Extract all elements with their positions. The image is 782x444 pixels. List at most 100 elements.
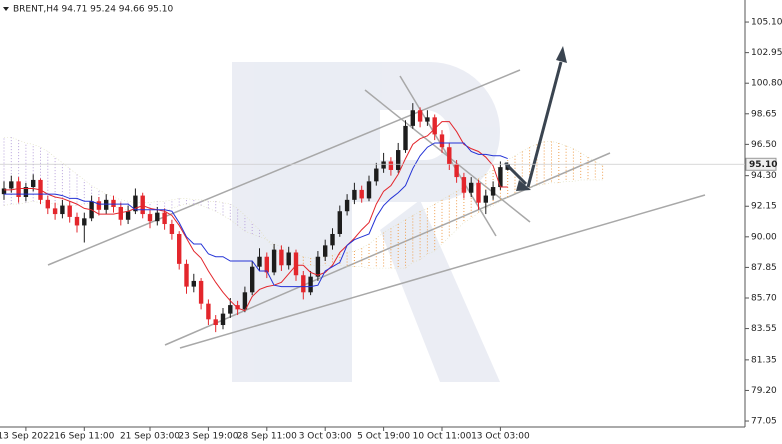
- candle-body: [177, 233, 182, 264]
- candle-body: [228, 305, 233, 314]
- candle-body: [16, 181, 21, 198]
- arrow-head: [516, 180, 531, 191]
- y-tick-label: 79.20: [751, 386, 777, 396]
- candle-body: [439, 134, 445, 148]
- candle-body: [82, 218, 87, 226]
- candle-body: [140, 195, 145, 215]
- x-tick-label: 28 Sep 11:00: [237, 432, 297, 442]
- x-tick-label: 23 Sep 19:00: [178, 432, 238, 442]
- candle-body: [396, 150, 401, 170]
- candle-body: [469, 182, 474, 193]
- menu-triangle[interactable]: [3, 7, 9, 11]
- candle-body: [45, 199, 50, 209]
- x-tick-label: 10 Oct 11:00: [413, 432, 472, 442]
- candle-body: [388, 161, 394, 170]
- candle-body: [23, 187, 29, 198]
- candle-body: [308, 276, 313, 293]
- candle-body: [220, 313, 226, 326]
- x-tick-label: 5 Oct 19:00: [357, 432, 410, 442]
- candle-body: [279, 249, 284, 266]
- candle-body: [498, 167, 503, 188]
- plot-area: [1, 103, 604, 333]
- y-tick-label: 102.95: [751, 48, 782, 58]
- y-tick-label: 81.35: [751, 355, 777, 365]
- candle-body: [403, 125, 408, 151]
- candle-body: [483, 195, 488, 203]
- candle-body: [490, 187, 496, 196]
- candle-body: [352, 189, 357, 200]
- kijun-line: [4, 142, 508, 288]
- candle-body: [184, 263, 189, 287]
- arrow-head: [556, 46, 567, 63]
- candle-body: [301, 275, 306, 293]
- candle-body: [323, 245, 328, 257]
- candle-body: [425, 117, 430, 122]
- candle-body: [60, 205, 65, 215]
- last-price-label: 95.10: [749, 160, 777, 170]
- candle-body: [366, 181, 372, 199]
- candle-body: [104, 199, 109, 210]
- candle-body: [374, 168, 379, 182]
- y-tick-label: 96.50: [751, 140, 777, 150]
- watermark: [232, 62, 500, 382]
- candle-body: [96, 201, 102, 210]
- candle-body: [1, 188, 7, 195]
- y-tick-label: 100.80: [751, 79, 782, 89]
- candle-body: [330, 233, 335, 246]
- y-tick-label: 83.55: [751, 324, 777, 334]
- candle-body: [337, 211, 342, 234]
- candle-body: [169, 224, 175, 234]
- candle-body: [31, 179, 36, 188]
- candle-body: [250, 266, 255, 293]
- candle-body: [235, 305, 240, 310]
- candle-body: [476, 182, 481, 203]
- tenkan-line: [4, 121, 508, 312]
- y-tick-label: 90.00: [751, 232, 777, 242]
- candle-body: [118, 206, 123, 220]
- candle-body: [111, 199, 116, 207]
- candle-body: [191, 280, 196, 287]
- candle-body: [133, 195, 138, 212]
- candle-body: [162, 212, 167, 225]
- chart-title: BRENT,H4 94.71 95.24 94.66 95.10: [13, 5, 173, 15]
- candle-body: [293, 252, 299, 276]
- x-tick-label: 13 Oct 03:00: [471, 432, 530, 442]
- candle-body: [271, 249, 277, 273]
- forecast-arrow: [503, 61, 563, 188]
- candle-body: [432, 117, 437, 135]
- candle-body: [198, 280, 204, 304]
- y-tick-label: 105.10: [751, 18, 782, 28]
- y-tick-label: 87.85: [751, 263, 777, 273]
- candle-body: [344, 199, 350, 212]
- candle-body: [461, 177, 467, 193]
- candle-body: [257, 256, 262, 267]
- candle-body: [147, 214, 153, 222]
- candle-body: [242, 292, 248, 310]
- candle-body: [447, 147, 452, 165]
- candle-body: [454, 164, 459, 178]
- candle-body: [125, 211, 131, 220]
- y-tick-label: 94.30: [751, 171, 777, 181]
- candle-body: [315, 256, 321, 277]
- x-tick-label: 21 Sep 03:00: [120, 432, 180, 442]
- candle-body: [74, 216, 80, 226]
- candle-body: [52, 208, 58, 215]
- candle-body: [264, 256, 269, 273]
- x-tick-label: 3 Oct 03:00: [299, 432, 352, 442]
- candle-body: [359, 189, 364, 199]
- y-tick-label: 92.15: [751, 202, 777, 212]
- candle-body: [9, 181, 14, 189]
- candle-body: [417, 110, 423, 122]
- last-price-box: [745, 157, 777, 171]
- candle-body: [67, 205, 72, 217]
- y-tick-label: 98.65: [751, 109, 777, 119]
- candle-body: [410, 110, 415, 126]
- y-tick-label: 77.05: [751, 417, 777, 427]
- candle-body: [286, 252, 291, 266]
- cloud-edge: [3, 141, 603, 259]
- candle-body: [213, 319, 218, 326]
- x-tick-label: 16 Sep 11:00: [54, 432, 114, 442]
- candle-body: [155, 212, 160, 222]
